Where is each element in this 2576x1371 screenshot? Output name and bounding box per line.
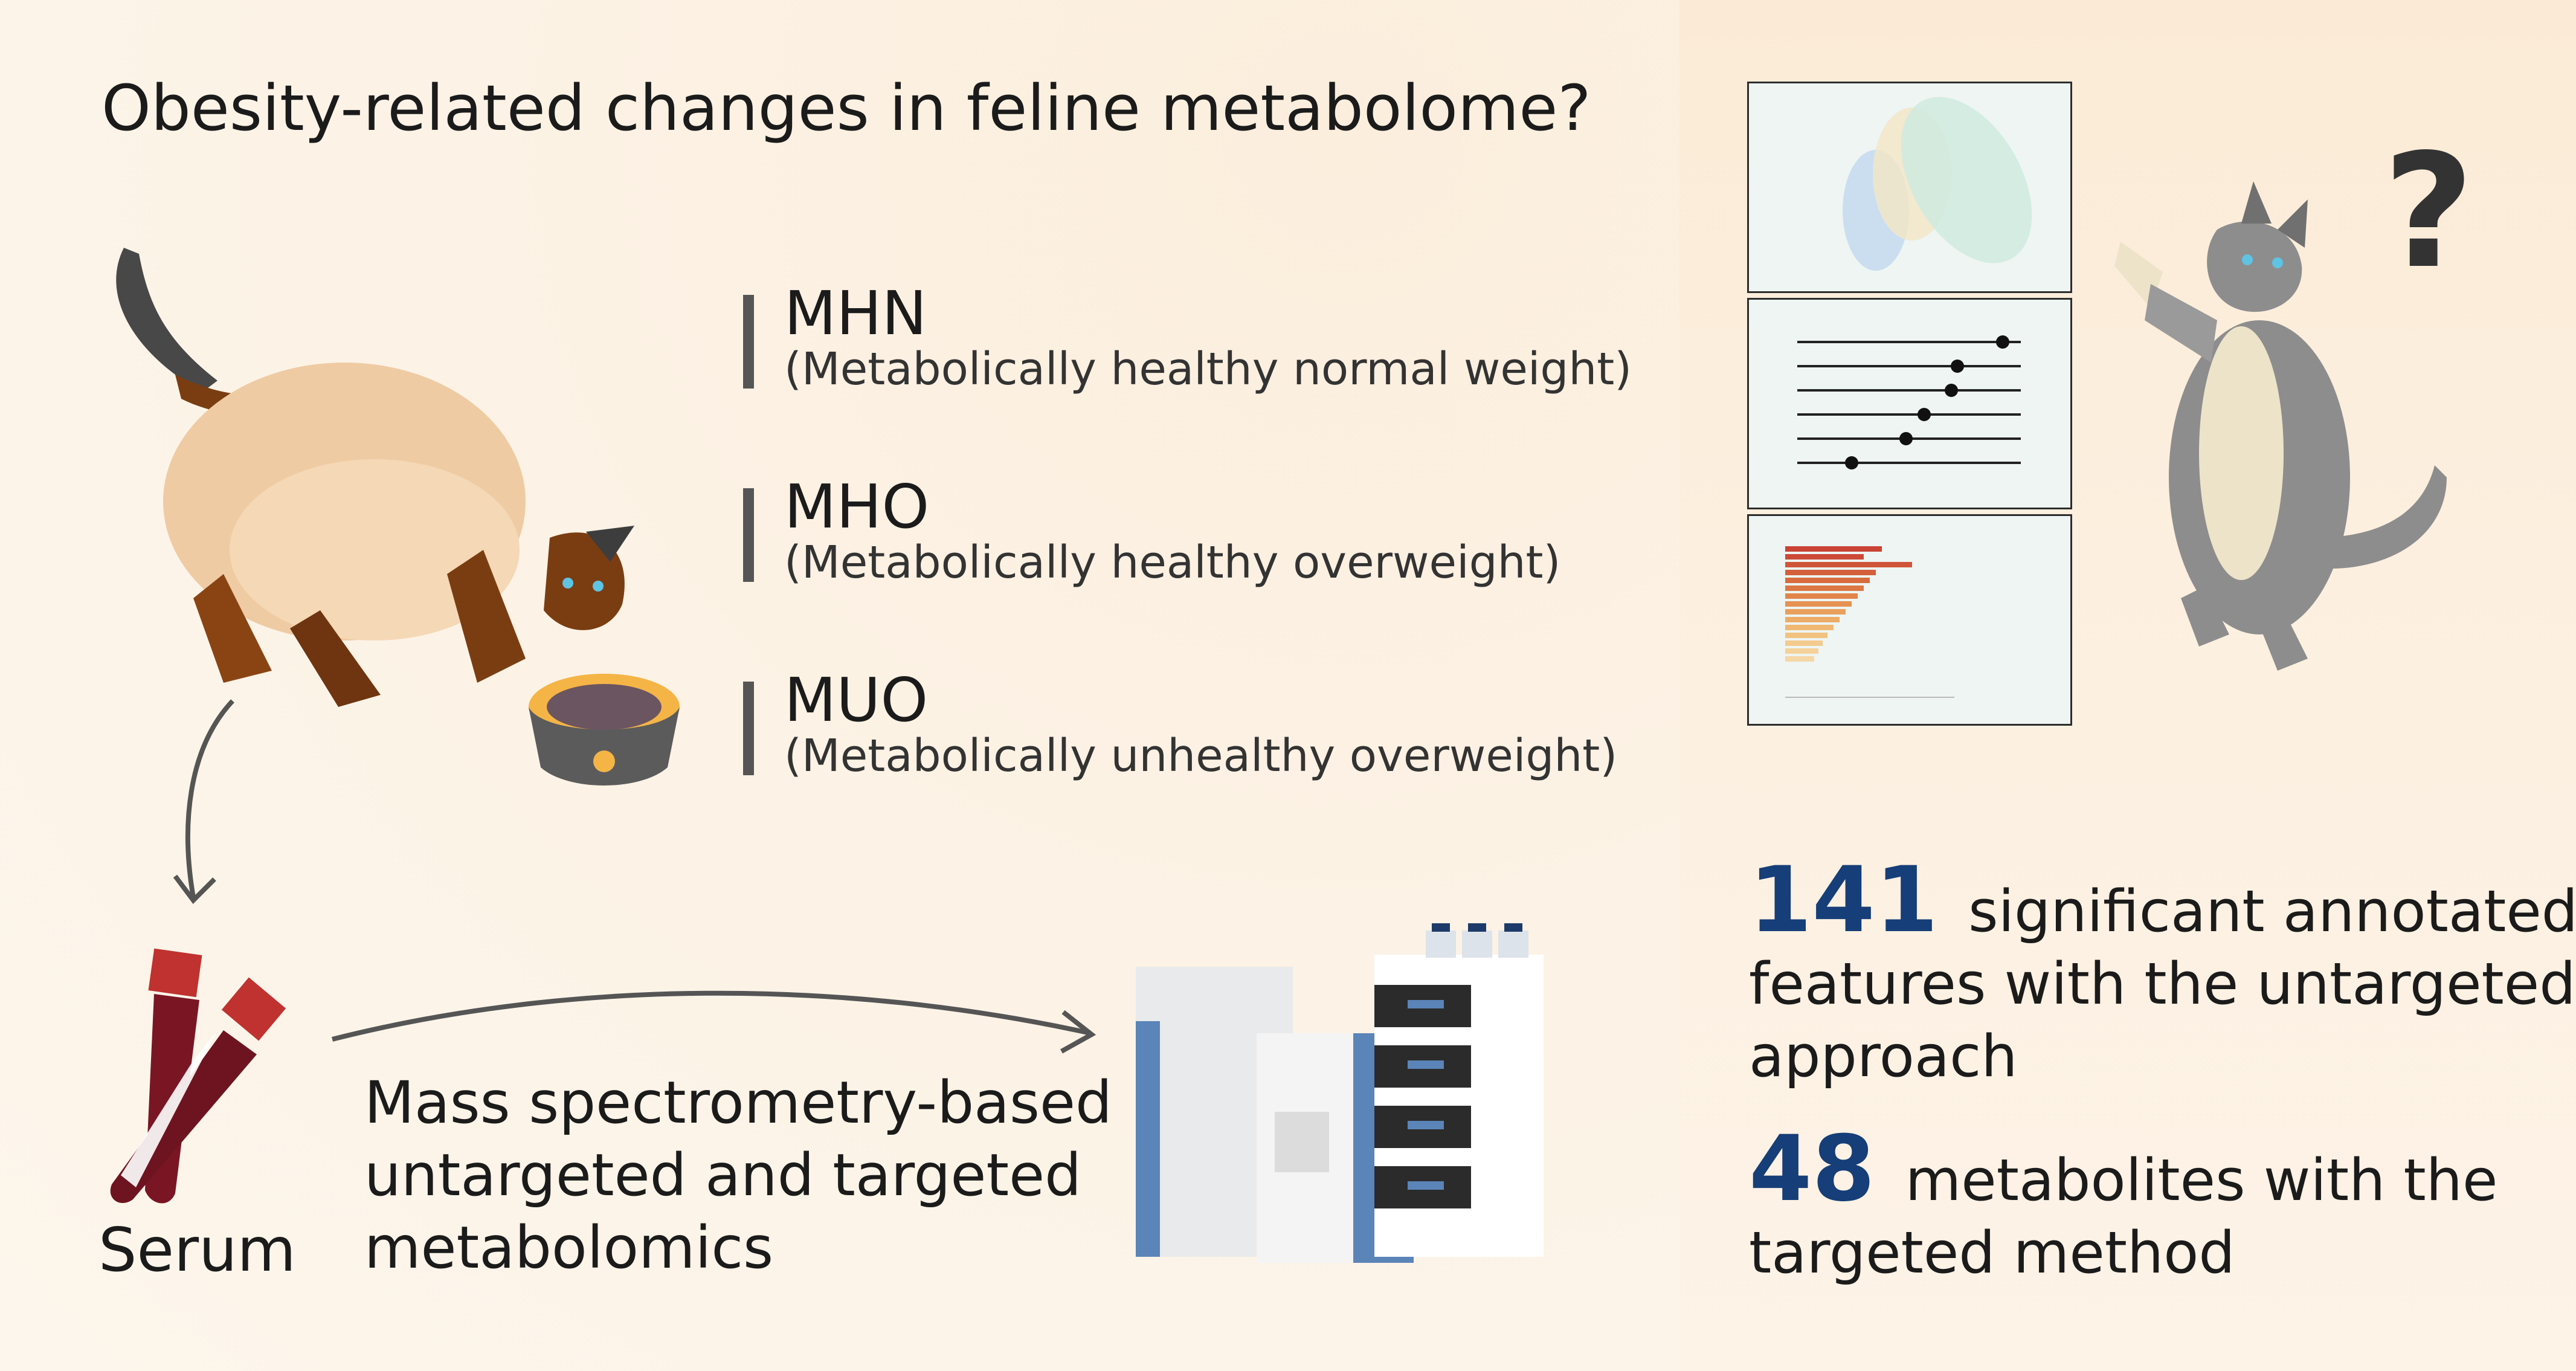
cat-leg <box>2253 598 2308 671</box>
cat-leg <box>2181 586 2229 647</box>
stat-targeted: 48 metabolites with the targeted method <box>1749 1124 2498 1289</box>
sample-label: Serum <box>98 1215 296 1285</box>
svg-text:?: ? <box>2383 133 2475 284</box>
blood-tubes-icon <box>110 948 286 1204</box>
group-description: (Metabolically healthy overweight) <box>784 537 1561 589</box>
group-bar <box>743 295 754 389</box>
paw-print-icon <box>593 750 615 772</box>
bar-plot-thumbnail <box>1747 514 2072 726</box>
stat-text: metabolites with the <box>1905 1147 2498 1214</box>
stat-number: 141 <box>1749 848 1939 953</box>
method-line: metabolomics <box>364 1214 774 1282</box>
dot-plot-thumbnail <box>1747 298 2072 509</box>
cat-head <box>544 532 625 630</box>
mass-spectrometer-illustration <box>1136 923 1544 1263</box>
stat-text: targeted method <box>1749 1220 2235 1286</box>
cat-eye <box>2242 254 2253 265</box>
gray-cat-illustration <box>2114 181 2447 671</box>
arrow-down-icon <box>173 699 234 905</box>
food-bowl <box>529 707 680 786</box>
group-bar <box>743 488 754 582</box>
cat-tail <box>2314 465 2447 569</box>
cat-ear <box>2241 181 2272 224</box>
cat-eye <box>562 578 573 589</box>
stat-text: approach <box>1749 1024 2018 1090</box>
method-description: Mass spectrometry-based untargeted and t… <box>364 1066 1112 1284</box>
method-line: untargeted and targeted <box>364 1141 1082 1209</box>
cat-head <box>2207 221 2302 312</box>
group-code: MUO <box>784 665 929 735</box>
stat-untargeted: 141 significant annotated features with t… <box>1749 855 2576 1093</box>
cat-belly <box>230 459 520 640</box>
cat-back-leg <box>193 574 272 683</box>
group-code: MHO <box>784 471 930 542</box>
group-description: (Metabolically healthy normal weight) <box>784 343 1632 395</box>
siamese-cat-illustration <box>116 248 680 786</box>
cat-eye <box>2272 257 2283 268</box>
cat-tail <box>116 248 217 399</box>
cat-arm <box>2145 284 2217 363</box>
pca-plot-thumbnail <box>1747 82 2072 293</box>
cat-ear <box>586 526 634 562</box>
cat-eye <box>593 581 604 592</box>
arrow-right-icon <box>332 990 1096 1054</box>
question-mark-icon: ? <box>2383 133 2475 284</box>
stat-text: significant annotated <box>1968 879 2576 945</box>
cat-front-leg <box>447 550 526 683</box>
cat-food <box>547 684 662 730</box>
cat-hind-leg <box>290 610 381 707</box>
stat-number: 48 <box>1749 1117 1875 1222</box>
method-line: Mass spectrometry-based <box>364 1069 1112 1137</box>
cat-belly <box>2199 326 2284 580</box>
group-code: MHN <box>784 278 927 349</box>
stat-text: features with the untargeted <box>1749 951 2576 1018</box>
page-title: Obesity-related changes in feline metabo… <box>101 71 1591 145</box>
cat-ear <box>2278 199 2308 248</box>
group-description: (Metabolically unhealthy overweight) <box>784 730 1618 782</box>
group-bar <box>743 682 754 775</box>
